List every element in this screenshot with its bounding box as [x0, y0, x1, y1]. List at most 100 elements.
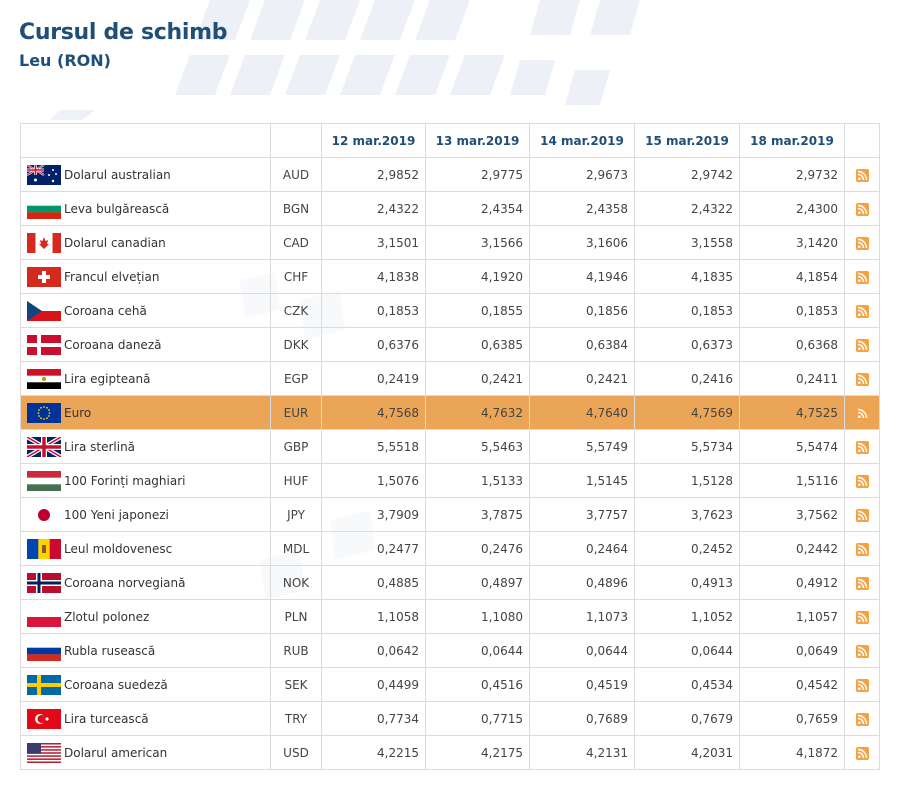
rate-value: 0,7659 [739, 701, 845, 736]
rate-value: 0,4499 [321, 667, 426, 702]
rate-value: 0,0644 [425, 633, 530, 668]
flag-no-icon [27, 572, 61, 593]
rss-cell[interactable] [844, 667, 880, 702]
currency-name-cell: Lira egipteană [20, 361, 271, 396]
table-row-cad[interactable]: Dolarul canadian CAD 3,1501 3,1566 3,1606 3,1… [20, 225, 880, 260]
rate-value: 0,4885 [321, 565, 426, 600]
currency-name: Leul moldovenesc [64, 541, 173, 556]
currency-code: CAD [270, 225, 322, 260]
rss-cell[interactable] [844, 259, 880, 294]
table-row-huf[interactable]: 100 Forinți maghiari HUF 1,5076 1,5133 1,514… [20, 463, 880, 498]
table-row-jpy[interactable]: 100 Yeni japonezi JPY 3,7909 3,7875 3,7757 3,… [20, 497, 880, 532]
currency-name-cell: Lira sterlină [20, 429, 271, 464]
currency-code: TRY [270, 701, 322, 736]
rss-cell[interactable] [844, 395, 880, 430]
rate-value: 4,7632 [425, 395, 530, 430]
rss-cell[interactable] [844, 361, 880, 396]
rss-feed-icon[interactable] [855, 542, 869, 556]
rss-feed-icon[interactable] [855, 678, 869, 692]
rss-feed-icon[interactable] [855, 270, 869, 284]
rss-cell[interactable] [844, 191, 880, 226]
currency-code: HUF [270, 463, 322, 498]
currency-name-cell: 100 Forinți maghiari [20, 463, 271, 498]
rss-cell[interactable] [844, 157, 880, 192]
rate-value: 1,1052 [634, 599, 740, 634]
rss-cell[interactable] [844, 327, 880, 362]
table-row-pln[interactable]: Zlotul polonez PLN 1,1058 1,1080 1,1073 1,105… [20, 599, 880, 634]
flag-cz-icon [27, 300, 61, 321]
rss-cell[interactable] [844, 565, 880, 600]
rss-cell[interactable] [844, 497, 880, 532]
header-date-5: 18 mar.2019 [739, 123, 845, 158]
rss-cell[interactable] [844, 225, 880, 260]
table-row-eur[interactable]: Euro EUR 4,7568 4,7632 4,7640 4,7569 4,7525 [20, 395, 880, 430]
rate-value: 2,4358 [529, 191, 635, 226]
table-row-rub[interactable]: Rubla rusească RUB 0,0642 0,0644 0,0644 0,064… [20, 633, 880, 668]
table-row-gbp[interactable]: Lira sterlină GBP 5,5518 5,5463 5,5749 5,5734… [20, 429, 880, 464]
table-row-egp[interactable]: Lira egipteană EGP 0,2419 0,2421 0,2421 0,241… [20, 361, 880, 396]
currency-code: DKK [270, 327, 322, 362]
flag-pl-icon [27, 606, 61, 627]
rss-feed-icon[interactable] [855, 576, 869, 590]
table-row-nok[interactable]: Coroana norvegiană NOK 0,4885 0,4897 0,4896 0… [20, 565, 880, 600]
table-row-try[interactable]: Lira turcească TRY 0,7734 0,7715 0,7689 0,767… [20, 701, 880, 736]
flag-au-icon [27, 164, 61, 185]
rss-feed-icon[interactable] [855, 712, 869, 726]
rss-feed-icon[interactable] [855, 610, 869, 624]
rss-feed-icon[interactable] [855, 372, 869, 386]
currency-code: BGN [270, 191, 322, 226]
rate-value: 0,4896 [529, 565, 635, 600]
table-row-chf[interactable]: Francul elvețian CHF 4,1838 4,1920 4,1946 4,1… [20, 259, 880, 294]
currency-name-cell: 100 Yeni japonezi [20, 497, 271, 532]
flag-dk-icon [27, 334, 61, 355]
rate-value: 4,7525 [739, 395, 845, 430]
table-row-aud[interactable]: Dolarul australian AUD 2,9852 2,9775 2,9673 2… [20, 157, 880, 192]
rss-cell[interactable] [844, 429, 880, 464]
rss-cell[interactable] [844, 531, 880, 566]
rss-feed-icon[interactable] [855, 508, 869, 522]
currency-name: Euro [64, 405, 92, 420]
currency-name-cell: Coroana norvegiană [20, 565, 271, 600]
rate-value: 0,4519 [529, 667, 635, 702]
currency-name-cell: Leva bulgărească [20, 191, 271, 226]
currency-name-cell: Coroana suedeză [20, 667, 271, 702]
rate-value: 0,2421 [529, 361, 635, 396]
rss-feed-icon[interactable] [855, 746, 869, 760]
rss-feed-icon[interactable] [855, 236, 869, 250]
rss-feed-icon[interactable] [855, 338, 869, 352]
table-row-mdl[interactable]: Leul moldovenesc MDL 0,2477 0,2476 0,2464 0,2… [20, 531, 880, 566]
flag-eu-icon [27, 402, 61, 423]
rate-value: 5,5518 [321, 429, 426, 464]
rss-feed-icon[interactable] [855, 202, 869, 216]
currency-name-cell: Coroana cehă [20, 293, 271, 328]
rss-cell[interactable] [844, 599, 880, 634]
currency-code: CZK [270, 293, 322, 328]
table-row-czk[interactable]: Coroana cehă CZK 0,1853 0,1855 0,1856 0,1853 0… [20, 293, 880, 328]
currency-name-cell: Dolarul american [20, 735, 271, 770]
rss-cell[interactable] [844, 735, 880, 770]
rate-value: 4,2215 [321, 735, 426, 770]
rss-feed-icon[interactable] [855, 168, 869, 182]
rate-value: 4,7640 [529, 395, 635, 430]
rss-feed-icon[interactable] [855, 440, 869, 454]
rss-cell[interactable] [844, 463, 880, 498]
rate-value: 3,7875 [425, 497, 530, 532]
rate-value: 2,9775 [425, 157, 530, 192]
table-row-sek[interactable]: Coroana suedeză SEK 0,4499 0,4516 0,4519 0,45… [20, 667, 880, 702]
table-row-usd[interactable]: Dolarul american USD 4,2215 4,2175 4,2131 4,2… [20, 735, 880, 770]
table-row-bgn[interactable]: Leva bulgărească BGN 2,4322 2,4354 2,4358 2,4… [20, 191, 880, 226]
rate-value: 4,7568 [321, 395, 426, 430]
rss-feed-icon[interactable] [855, 304, 869, 318]
rate-value: 1,1058 [321, 599, 426, 634]
rss-feed-icon[interactable] [855, 644, 869, 658]
rss-feed-icon[interactable] [855, 406, 869, 420]
header-code-cell [270, 123, 322, 158]
rss-cell[interactable] [844, 701, 880, 736]
table-row-dkk[interactable]: Coroana daneză DKK 0,6376 0,6385 0,6384 0,637… [20, 327, 880, 362]
currency-code: AUD [270, 157, 322, 192]
rate-value: 4,1946 [529, 259, 635, 294]
rate-value: 0,4897 [425, 565, 530, 600]
rss-cell[interactable] [844, 633, 880, 668]
rss-feed-icon[interactable] [855, 474, 869, 488]
rss-cell[interactable] [844, 293, 880, 328]
